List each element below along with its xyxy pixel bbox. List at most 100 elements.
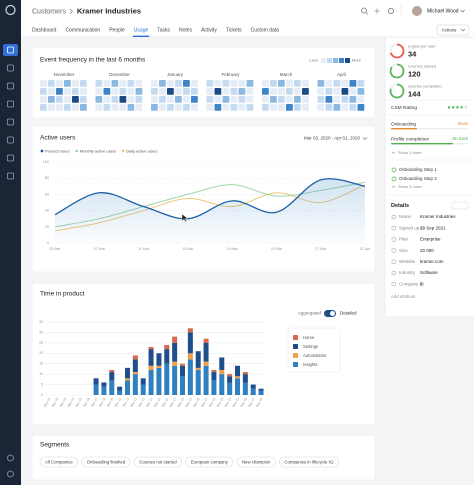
bar-segment: [180, 363, 185, 366]
heatmap-cell: [119, 96, 127, 103]
segment-chip[interactable]: [279, 456, 339, 468]
legend-swatch: [293, 335, 298, 340]
heatmap-cell: [119, 88, 127, 95]
bar-segment: [227, 382, 233, 395]
sidebar-icon[interactable]: [7, 454, 14, 462]
show-more[interactable]: Show 3 more: [398, 184, 422, 189]
segment-chip[interactable]: [185, 456, 234, 468]
tab[interactable]: Communication: [65, 27, 100, 33]
heatmap-cell: [127, 96, 135, 103]
heatmap-cell: [159, 80, 166, 87]
bar-segment: [164, 344, 170, 350]
segment-chip[interactable]: [236, 456, 276, 468]
legend-label: Automations: [303, 353, 326, 358]
toggle-label[interactable]: Aggregated: [298, 311, 322, 316]
bar-segment: [235, 376, 240, 379]
heatmap-cell: [317, 104, 325, 111]
heatmap-cell: [349, 80, 357, 87]
tab[interactable]: Tickets: [226, 27, 242, 33]
heatmap-cell: [159, 96, 166, 103]
tab[interactable]: Notes: [179, 27, 193, 33]
heatmap-cell: [119, 80, 127, 87]
legend-label: Daily active users: [126, 148, 157, 153]
sidebar-icon[interactable]: [7, 82, 14, 90]
sidebar-icon[interactable]: [7, 172, 14, 180]
tab[interactable]: Dashboard: [32, 27, 57, 33]
notifications-icon[interactable]: [387, 7, 394, 14]
heatmap-cell: [40, 104, 47, 111]
month-label: December: [109, 72, 130, 77]
sidebar-icon[interactable]: [7, 64, 14, 72]
bar-segment: [172, 336, 178, 343]
x-tick-label: Mar 23: [216, 397, 225, 408]
sidebar-icon[interactable]: [7, 46, 14, 54]
heatmap-cell: [286, 96, 293, 103]
chevron: [391, 151, 396, 154]
heatmap-cell: [175, 104, 182, 111]
heatmap-cell: [64, 96, 71, 103]
segment-chip[interactable]: [81, 456, 131, 468]
tab[interactable]: Tasks: [157, 27, 170, 33]
detail-value: 9: [420, 281, 423, 286]
sidebar-icon[interactable]: [7, 118, 14, 126]
heatmap-cell: [151, 88, 158, 95]
sidebar-icon[interactable]: [7, 100, 14, 108]
metric-ring: [389, 83, 405, 99]
segment-chip[interactable]: [39, 456, 79, 468]
tab[interactable]: Custom data: [251, 27, 280, 33]
show-more[interactable]: Show 1 more: [398, 150, 422, 155]
card-title: Active users: [40, 135, 76, 142]
heatmap-cell: [294, 96, 301, 103]
breadcrumb-link[interactable]: Customers: [32, 8, 66, 15]
bar-segment: [101, 386, 107, 395]
metric-ring: [389, 43, 405, 59]
x-tick-label: Mar 17: [169, 397, 178, 408]
heatmap-cell: [333, 88, 341, 95]
sidebar-icon[interactable]: [7, 154, 14, 162]
segment-chip-label: European company: [191, 459, 229, 464]
date-range[interactable]: Mar 03, 2020 - Apr 01, 2020: [304, 136, 361, 141]
bar-segment: [242, 382, 248, 395]
bar-segment: [125, 378, 130, 381]
bar-segment: [140, 384, 146, 395]
heatmap-cell: [222, 96, 230, 103]
user-name[interactable]: Michael Wood: [427, 8, 459, 14]
legend-swatch: [293, 362, 298, 367]
x-tick-label: Mar 11: [122, 397, 131, 408]
health-status: On track: [452, 136, 469, 141]
tab[interactable]: Usage: [134, 27, 149, 33]
month-label: March: [280, 72, 293, 77]
heatmap-cell: [294, 104, 301, 111]
add-attribute[interactable]: Add attribute: [391, 294, 416, 299]
tab-underline: [132, 35, 150, 37]
search-icon[interactable]: [361, 7, 367, 14]
bar-segment: [250, 384, 256, 389]
toggle-label[interactable]: Detailed: [340, 311, 357, 316]
heatmap-cell: [95, 88, 103, 95]
segment-chip-label: Companies in lifecycle X2: [284, 459, 334, 464]
actions-button[interactable]: [436, 24, 470, 36]
heatmap-cell: [230, 104, 238, 111]
segment-chip[interactable]: [133, 456, 182, 468]
sidebar-icon[interactable]: [7, 136, 14, 144]
heatmap-cell: [333, 104, 341, 111]
details-button[interactable]: [451, 201, 469, 210]
caret: [460, 28, 466, 32]
legend-swatch: [339, 58, 344, 63]
tab[interactable]: People: [109, 27, 125, 33]
heatmap-cell: [206, 104, 214, 111]
heatmap-cell: [167, 96, 174, 103]
y-tick-label: 0: [41, 393, 43, 397]
detail-value: Software: [420, 270, 438, 275]
heatmap-cell: [325, 80, 333, 87]
sidebar-icon[interactable]: [7, 470, 14, 478]
heatmap-cell: [135, 96, 143, 103]
heatmap-cell: [206, 96, 214, 103]
heatmap-cell: [64, 104, 71, 111]
heatmap-cell: [333, 96, 341, 103]
legend-swatch: [321, 58, 326, 63]
month-label: April: [337, 72, 346, 77]
heatmap-cell: [48, 80, 55, 87]
heatmap-cell: [159, 88, 166, 95]
tab[interactable]: Activity: [201, 27, 217, 33]
